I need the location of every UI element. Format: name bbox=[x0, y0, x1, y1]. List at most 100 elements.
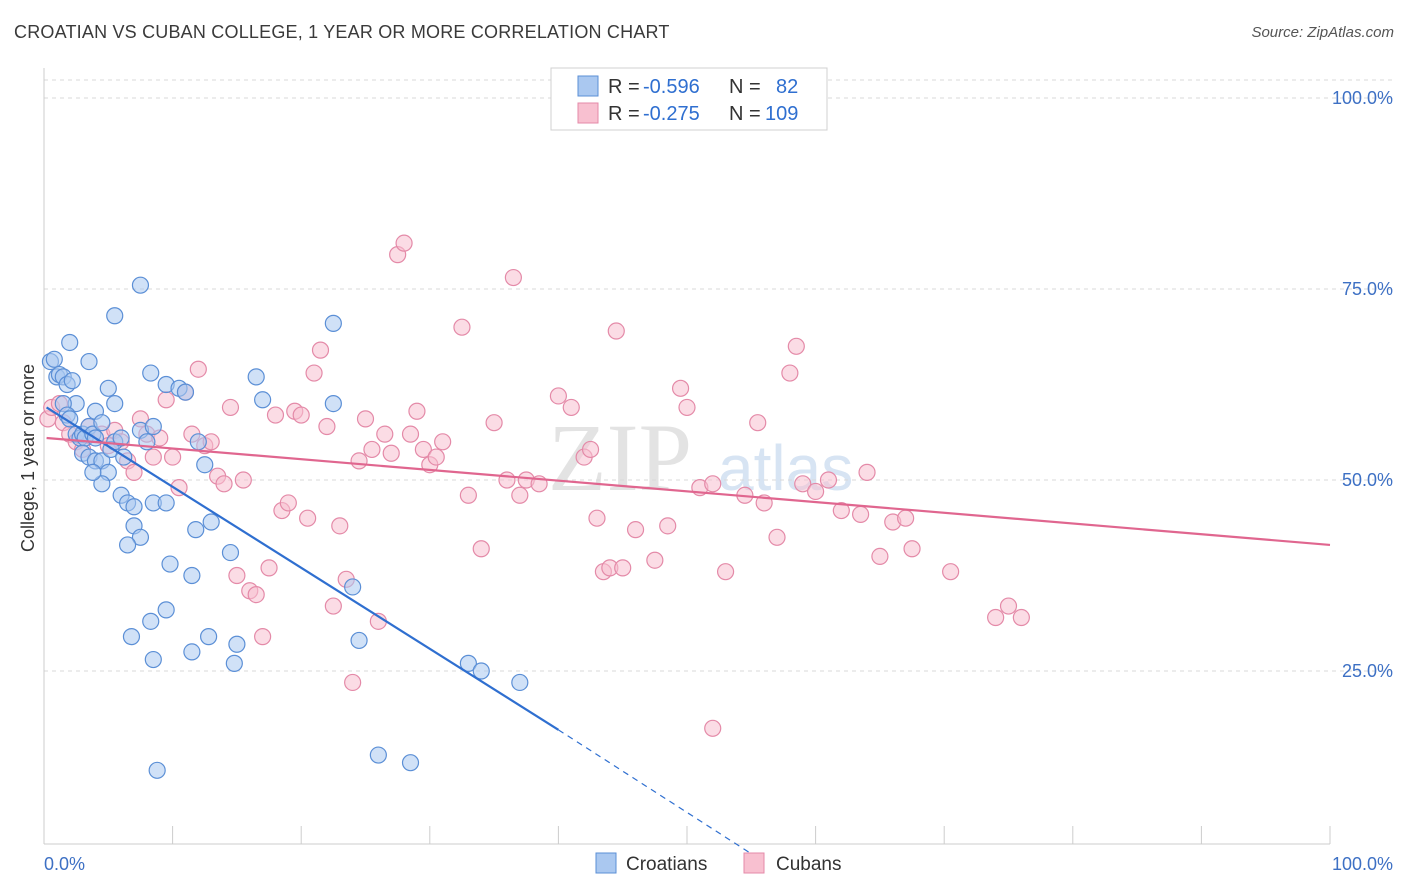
gridlines bbox=[44, 79, 1393, 672]
cubans-point-74 bbox=[581, 440, 600, 459]
croatians-point-77 bbox=[369, 746, 387, 764]
croatians-point-70 bbox=[144, 650, 162, 669]
chart-title: CROATIAN VS CUBAN COLLEGE, 1 YEAR OR MOR… bbox=[14, 22, 670, 42]
croatians-point-68 bbox=[225, 654, 243, 672]
x-tick-label-100: 100.0% bbox=[1332, 854, 1393, 874]
cubans-point-35 bbox=[266, 406, 285, 424]
cubans-point-92 bbox=[781, 364, 799, 382]
x-tick-labels: 0.0% 100.0% bbox=[44, 854, 1393, 874]
croatians-point-11 bbox=[61, 410, 79, 428]
cubans-point-39 bbox=[292, 406, 310, 424]
series-legend: Croatians Cubans bbox=[595, 852, 842, 875]
croatians-point-50 bbox=[161, 555, 179, 573]
croatians-point-64 bbox=[142, 612, 160, 630]
cubans-point-67 bbox=[504, 268, 522, 287]
legend-cubans-r-label: R = bbox=[608, 103, 640, 125]
series-croatians-points bbox=[41, 276, 529, 779]
croatians-point-57 bbox=[131, 276, 150, 294]
croatians-point-44 bbox=[157, 494, 175, 512]
series-legend-cubans-swatch bbox=[743, 852, 765, 874]
cubans-point-42 bbox=[311, 341, 330, 359]
cubans-point-61 bbox=[434, 433, 452, 451]
legend-cubans-n-label: N = bbox=[729, 103, 761, 125]
series-legend-croatians-swatch bbox=[595, 852, 617, 874]
cubans-point-83 bbox=[671, 379, 690, 397]
cubans-point-105 bbox=[987, 608, 1005, 627]
cubans-point-48 bbox=[350, 452, 368, 470]
cubans-point-95 bbox=[806, 482, 825, 501]
legend-cubans-swatch bbox=[577, 102, 599, 124]
y-tick-label-50: 50.0% bbox=[1342, 470, 1393, 490]
cubans-point-41 bbox=[305, 364, 323, 382]
cubans-point-75 bbox=[588, 509, 606, 527]
cubans-point-29 bbox=[228, 566, 246, 585]
y-tick-label-25: 25.0% bbox=[1342, 661, 1393, 681]
stats-legend: R = -0.596 N = 82 R = -0.275 N = 109 bbox=[550, 67, 828, 131]
y-tick-label-75: 75.0% bbox=[1342, 279, 1393, 299]
cubans-point-99 bbox=[858, 463, 876, 481]
cubans-point-89 bbox=[749, 414, 767, 432]
cubans-point-57 bbox=[408, 402, 426, 420]
watermark: ZIP atlas bbox=[548, 404, 853, 511]
cubans-point-82 bbox=[659, 517, 677, 535]
legend-cubans-r-value: -0.275 bbox=[643, 103, 700, 125]
cubans-point-52 bbox=[376, 425, 394, 443]
cubans-point-65 bbox=[485, 414, 503, 432]
trendlines bbox=[45, 406, 1331, 863]
croatians-trendline bbox=[45, 406, 559, 731]
cubans-point-93 bbox=[787, 337, 805, 355]
cubans-point-50 bbox=[363, 440, 381, 459]
cubans-point-63 bbox=[459, 486, 477, 504]
series-legend-croatians-label: Croatians bbox=[626, 854, 707, 875]
cubans-point-40 bbox=[299, 509, 317, 527]
cubans-point-33 bbox=[254, 628, 272, 646]
cubans-point-80 bbox=[626, 521, 645, 539]
croatians-point-52 bbox=[189, 433, 207, 451]
cubans-point-56 bbox=[401, 425, 420, 443]
croatians-point-48 bbox=[131, 528, 150, 546]
cubans-point-102 bbox=[897, 509, 915, 527]
croatians-point-72 bbox=[350, 631, 368, 650]
croatians-point-31 bbox=[99, 379, 117, 397]
croatians-point-55 bbox=[187, 521, 205, 539]
legend-croatians-n-value: 82 bbox=[776, 76, 798, 98]
croatians-point-58 bbox=[106, 307, 124, 325]
cubans-point-32 bbox=[247, 585, 265, 604]
cubans-point-28 bbox=[221, 398, 240, 417]
croatians-point-56 bbox=[221, 543, 240, 562]
croatians-point-76 bbox=[148, 761, 166, 779]
croatians-point-67 bbox=[200, 628, 218, 646]
cubans-point-58 bbox=[414, 440, 432, 459]
x-tick-label-0: 0.0% bbox=[44, 854, 85, 874]
cubans-point-18 bbox=[157, 391, 175, 409]
cubans-point-16 bbox=[144, 448, 162, 466]
croatians-point-36 bbox=[142, 364, 160, 382]
cubans-point-37 bbox=[279, 494, 297, 512]
cubans-point-108 bbox=[704, 719, 722, 737]
croatians-point-54 bbox=[202, 513, 220, 531]
croatians-point-42 bbox=[125, 498, 143, 516]
cubans-point-103 bbox=[903, 540, 921, 558]
series-legend-cubans-label: Cubans bbox=[776, 854, 842, 875]
croatians-point-73 bbox=[459, 654, 477, 672]
croatians-point-28 bbox=[80, 352, 98, 371]
axes bbox=[43, 68, 1331, 845]
cubans-point-49 bbox=[356, 410, 375, 428]
cubans-point-62 bbox=[453, 318, 471, 336]
croatians-point-71 bbox=[344, 578, 362, 596]
cubans-point-43 bbox=[318, 417, 336, 436]
croatians-point-74 bbox=[472, 662, 490, 680]
cubans-point-20 bbox=[170, 479, 188, 497]
cubans-point-97 bbox=[832, 501, 850, 520]
cubans-point-55 bbox=[395, 234, 413, 252]
croatians-point-39 bbox=[176, 383, 195, 401]
croatians-point-30 bbox=[93, 414, 111, 432]
legend-croatians-r-value: -0.596 bbox=[643, 76, 700, 98]
cubans-point-34 bbox=[260, 559, 278, 577]
croatians-point-59 bbox=[247, 368, 265, 386]
cubans-point-86 bbox=[704, 475, 722, 493]
croatians-point-45 bbox=[93, 475, 111, 493]
cubans-point-87 bbox=[716, 563, 735, 581]
cubans-point-96 bbox=[819, 471, 838, 489]
